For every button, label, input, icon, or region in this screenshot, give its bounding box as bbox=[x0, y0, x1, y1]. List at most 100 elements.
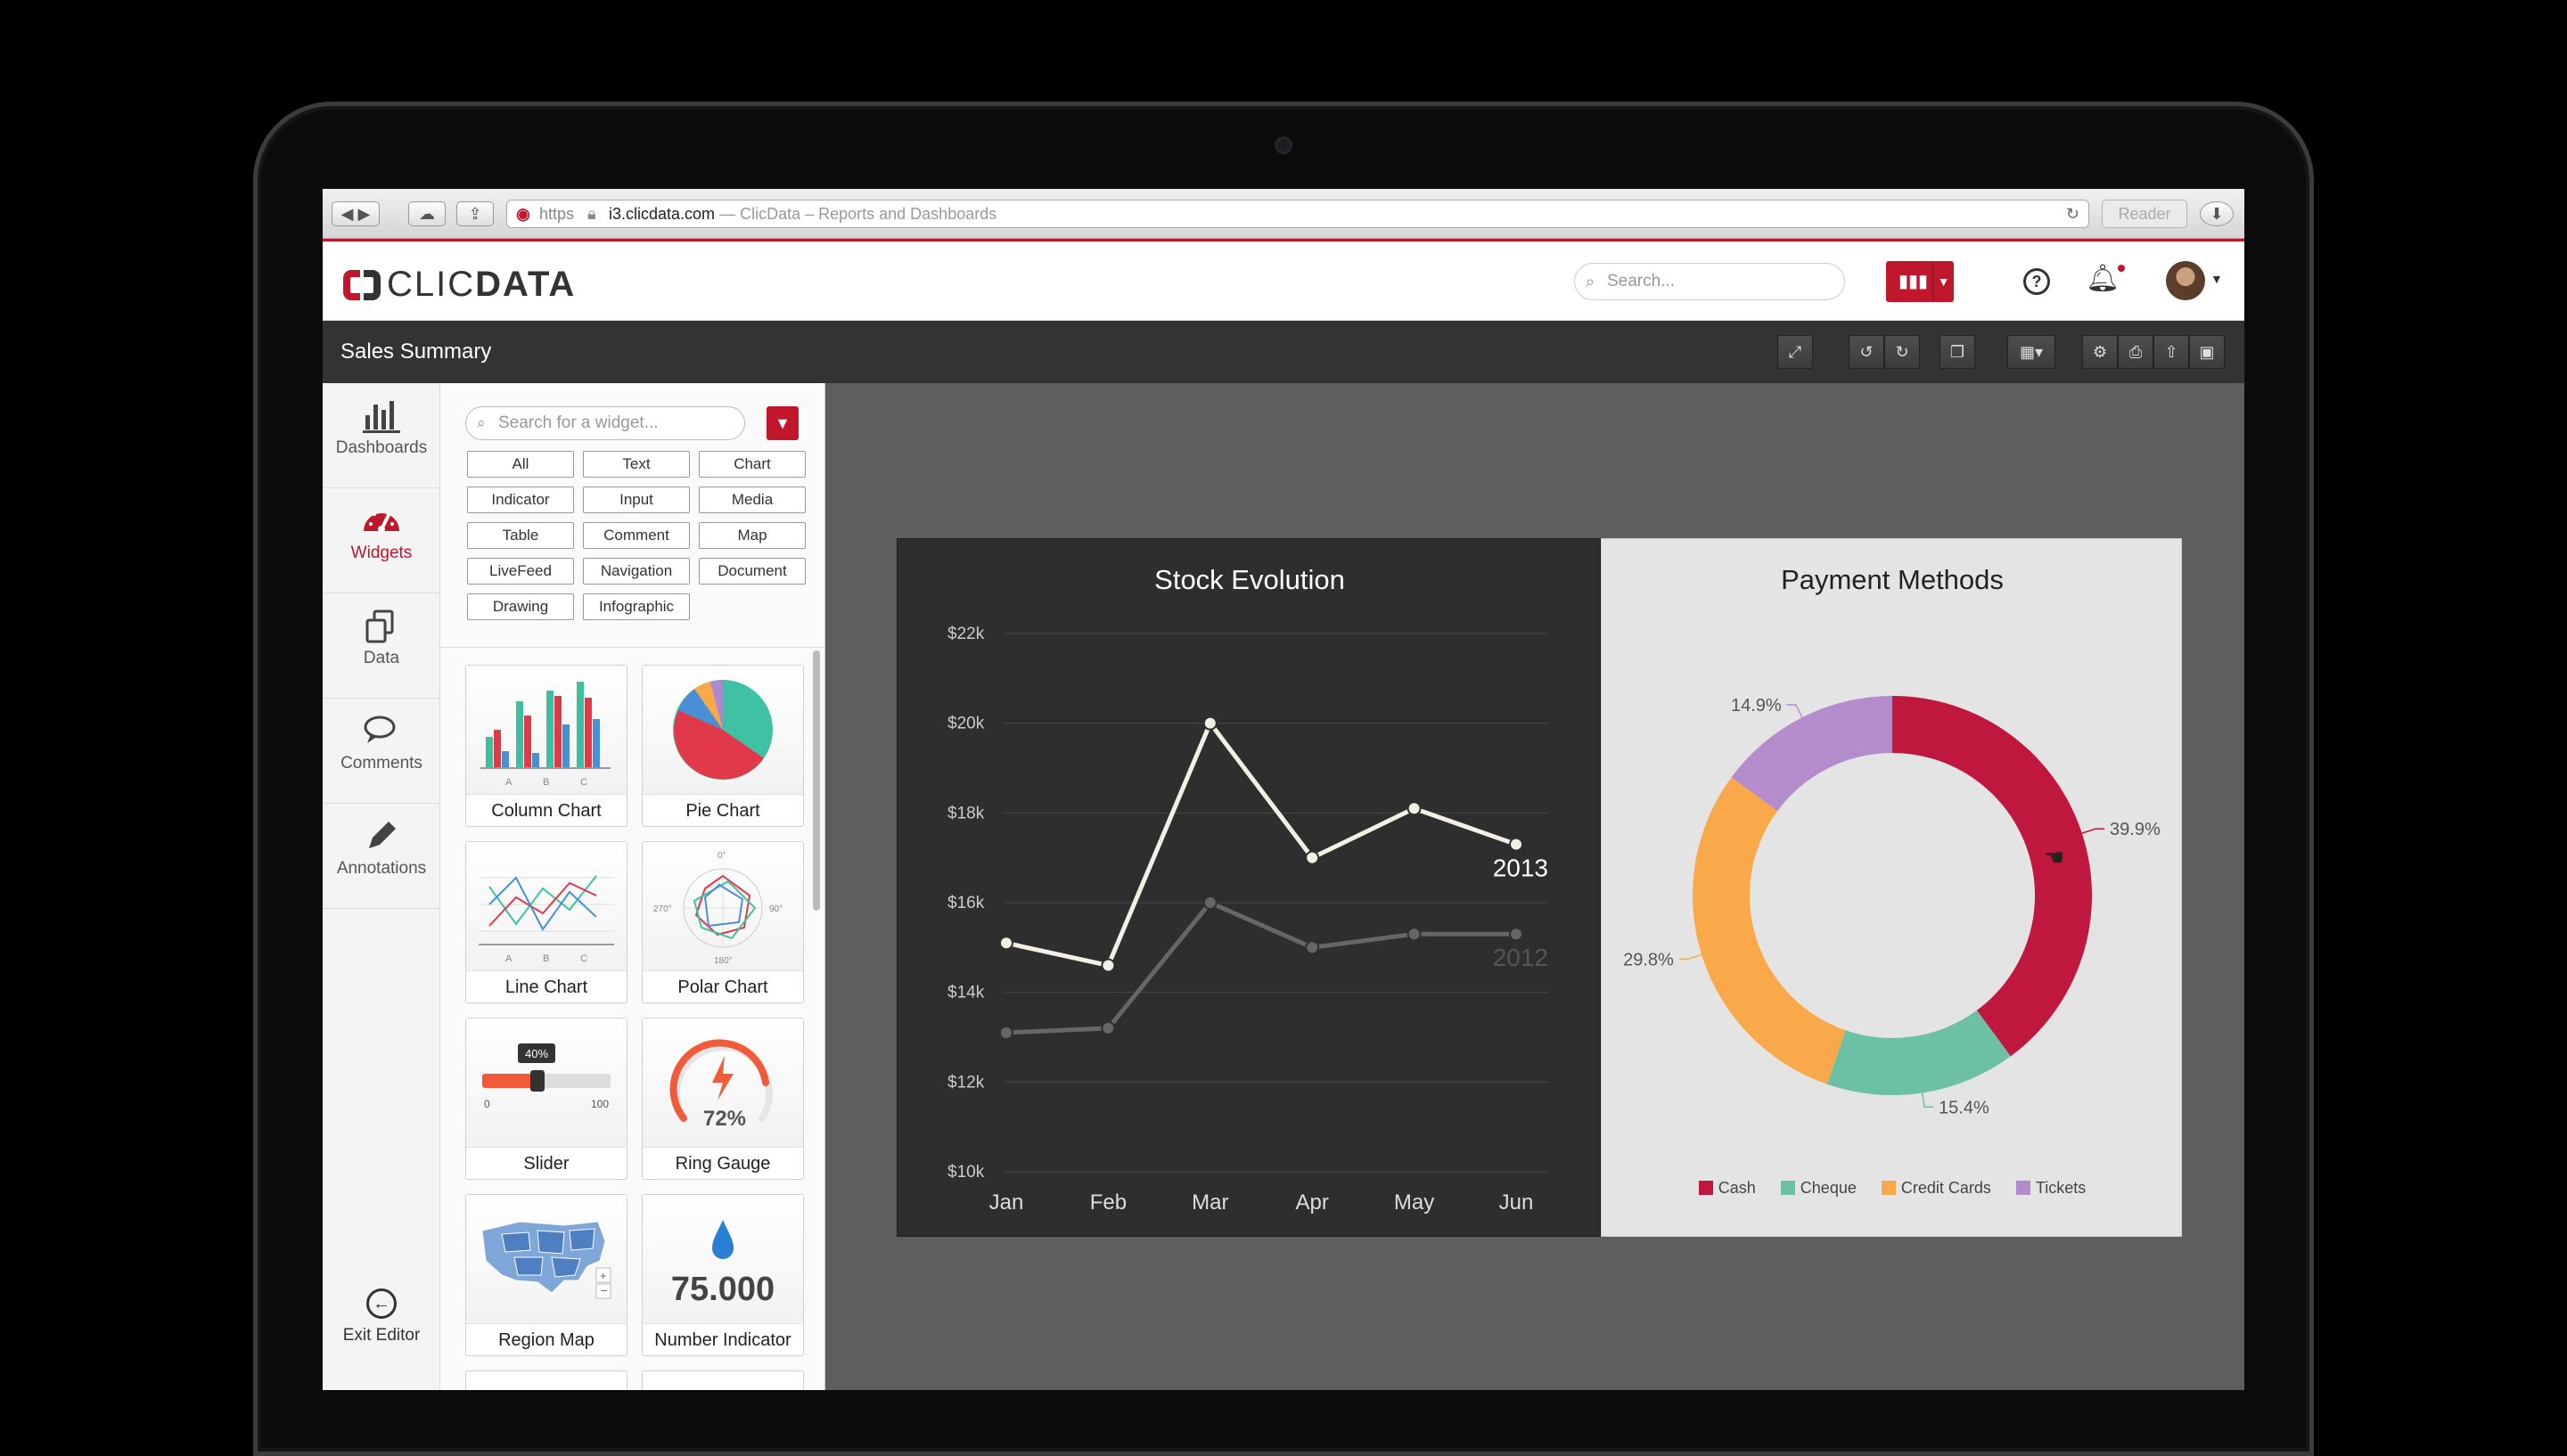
tag-indicator[interactable]: Indicator bbox=[467, 487, 574, 513]
filter-icon[interactable]: ▼ bbox=[767, 406, 799, 440]
widget-number-indicator[interactable]: 75.000 Number Indicator bbox=[642, 1194, 804, 1356]
donut-slice bbox=[1731, 696, 1892, 812]
widget-region-map[interactable]: + − Region Map bbox=[465, 1194, 627, 1356]
chart-title: Payment Methods bbox=[1781, 564, 2004, 595]
exit-editor-button[interactable]: ← Exit Editor bbox=[323, 1288, 440, 1346]
reader-button[interactable]: Reader bbox=[2102, 200, 2187, 228]
upload-icon[interactable]: ⇧ bbox=[2153, 335, 2189, 369]
tag-document[interactable]: Document bbox=[699, 558, 806, 585]
duplicate-icon[interactable]: ❐ bbox=[1940, 335, 1975, 369]
grid-menu-icon[interactable]: ▦▾ bbox=[2007, 335, 2055, 369]
widget-polar-chart[interactable]: 0° 90° 180° 270° Polar Chart bbox=[642, 841, 804, 1003]
tag-navigation[interactable]: Navigation bbox=[583, 558, 690, 585]
legend-item[interactable]: Tickets bbox=[2015, 1179, 2086, 1197]
widget-label: Slider bbox=[466, 1147, 627, 1179]
widget-line-chart[interactable]: A B C Line Chart bbox=[465, 841, 627, 1003]
browser-toolbar: ◀ ▶ ☁ ⇪ ◉ https 🔒︎ i3.clicdata.com — Cli… bbox=[323, 189, 2244, 239]
bell-icon[interactable]: 🔔︎ bbox=[2086, 263, 2126, 294]
tag-media[interactable]: Media bbox=[699, 487, 806, 513]
comments-icon bbox=[323, 713, 440, 754]
widget-tile-partial[interactable] bbox=[465, 1370, 627, 1390]
tag-comment[interactable]: Comment bbox=[583, 522, 690, 549]
polar-tick-label: 0° bbox=[718, 851, 726, 861]
copy-icon bbox=[323, 608, 440, 649]
axis-tick-label: B bbox=[543, 953, 549, 964]
legend-swatch bbox=[2015, 1181, 2030, 1195]
widget-slider[interactable]: 40% 0 100 Slider bbox=[465, 1018, 627, 1180]
x-tick-label: Apr bbox=[1296, 1190, 1329, 1215]
slice-value-label: 15.4% bbox=[1939, 1098, 1989, 1117]
tag-map[interactable]: Map bbox=[699, 522, 806, 549]
save-icon[interactable]: ▣ bbox=[2189, 335, 2225, 369]
downloads-icon[interactable]: ⬇ bbox=[2200, 201, 2234, 226]
fullscreen-icon[interactable]: ⤢ bbox=[1777, 335, 1813, 369]
tag-drawing[interactable]: Drawing bbox=[467, 593, 574, 620]
zoom-in-icon: + bbox=[600, 1269, 607, 1282]
redo-icon[interactable]: ↻ bbox=[1884, 335, 1920, 369]
gear-icon[interactable]: ⚙ bbox=[2082, 335, 2118, 369]
arrow-left-icon: ← bbox=[366, 1288, 397, 1319]
legend-label: Cheque bbox=[1800, 1179, 1857, 1197]
editor-toolbar: Sales Summary ⤢ ↺ ↻ ❐ ▦▾ ⚙ ⎙ ⇧ ▣ bbox=[323, 321, 2244, 383]
chevron-down-icon[interactable]: ▼ bbox=[2210, 272, 2223, 286]
rail-item-comments[interactable]: Comments bbox=[323, 699, 440, 804]
legend-label: Cash bbox=[1718, 1179, 1756, 1197]
legend-item[interactable]: Cheque bbox=[1780, 1179, 1857, 1197]
data-point bbox=[1305, 850, 1320, 865]
left-rail: Dashboards Widgets Data Comments Annotat… bbox=[323, 383, 440, 1390]
legend-item[interactable]: Credit Cards bbox=[1881, 1179, 1991, 1197]
widget-ring-gauge[interactable]: 72% Ring Gauge bbox=[642, 1018, 804, 1180]
help-icon[interactable]: ? bbox=[2023, 268, 2050, 295]
legend-item[interactable]: Cash bbox=[1698, 1179, 1756, 1197]
axis-tick-label: B bbox=[543, 777, 549, 788]
polar-chart-thumbnail: 0° 90° 180° 270° bbox=[653, 851, 783, 966]
chevron-down-icon[interactable]: ▼ bbox=[1932, 261, 1954, 302]
donut-slice bbox=[1693, 777, 1846, 1084]
chart-title: Stock Evolution bbox=[1154, 564, 1345, 595]
global-search-input[interactable]: ⌕ Search... bbox=[1574, 263, 1845, 300]
widget-pie-chart[interactable]: Pie Chart bbox=[642, 665, 804, 827]
widget-tile-partial[interactable] bbox=[642, 1370, 804, 1390]
chart-legend: Cash Cheque Credit Cards Tickets bbox=[1602, 1179, 2183, 1198]
rail-item-data[interactable]: Data bbox=[323, 593, 440, 699]
tag-chart[interactable]: Chart bbox=[699, 451, 806, 478]
camera-dot bbox=[1275, 136, 1292, 154]
share-icon[interactable]: ⇪ bbox=[456, 201, 494, 226]
avatar[interactable] bbox=[2166, 261, 2205, 300]
cloud-icon[interactable]: ☁ bbox=[408, 201, 446, 226]
back-forward-buttons[interactable]: ◀ ▶ bbox=[332, 201, 380, 226]
tag-table[interactable]: Table bbox=[467, 522, 574, 549]
rail-item-annotations[interactable]: Annotations bbox=[323, 804, 440, 909]
rail-item-widgets[interactable]: Widgets bbox=[323, 488, 440, 593]
slider-value-label: 40% bbox=[525, 1047, 548, 1060]
axis-tick-label: C bbox=[580, 777, 587, 788]
tag-infographic[interactable]: Infographic bbox=[583, 593, 690, 620]
rail-item-dashboards[interactable]: Dashboards bbox=[323, 383, 440, 488]
stock-evolution-widget[interactable]: Stock Evolution $10k $12k $14k $16k $18k $20k… bbox=[897, 538, 1601, 1237]
widget-search-input[interactable]: ⌕ Search for a widget... bbox=[465, 406, 745, 440]
zoom-out-icon: − bbox=[601, 1284, 608, 1297]
lock-icon: 🔒︎ bbox=[587, 205, 596, 223]
site-favicon-icon: ◉ bbox=[516, 205, 530, 223]
reload-icon[interactable]: ↻ bbox=[2065, 205, 2079, 223]
data-point bbox=[1202, 716, 1218, 731]
region-map-thumbnail: + − bbox=[481, 1221, 611, 1299]
widget-column-chart[interactable]: A B C Column Chart bbox=[465, 665, 627, 827]
undo-icon[interactable]: ↺ bbox=[1849, 335, 1884, 369]
print-icon[interactable]: ⎙ bbox=[2118, 335, 2153, 369]
payment-methods-widget[interactable]: Payment Methods 39.9% 15.4% 29.8% 14.9% Cas… bbox=[1601, 538, 2182, 1237]
address-bar[interactable]: ◉ https 🔒︎ i3.clicdata.com — ClicData – … bbox=[506, 200, 2089, 228]
panel-scrollbar[interactable] bbox=[813, 650, 820, 911]
new-dashboard-button[interactable]: ▮▮▮ ▼ bbox=[1886, 261, 1954, 302]
series-label: 2013 bbox=[1493, 855, 1548, 882]
clicdata-logo[interactable]: CLICDATA bbox=[342, 265, 576, 305]
tag-text[interactable]: Text bbox=[583, 451, 690, 478]
widget-label: Polar Chart bbox=[643, 970, 803, 1002]
y-tick-label: $10k bbox=[947, 1163, 985, 1182]
tag-all[interactable]: All bbox=[467, 451, 574, 478]
search-icon: ⌕ bbox=[477, 414, 486, 431]
tag-input[interactable]: Input bbox=[583, 487, 690, 513]
data-point bbox=[1202, 896, 1218, 910]
tag-livefeed[interactable]: LiveFeed bbox=[467, 558, 574, 585]
widget-label: Column Chart bbox=[466, 794, 627, 826]
